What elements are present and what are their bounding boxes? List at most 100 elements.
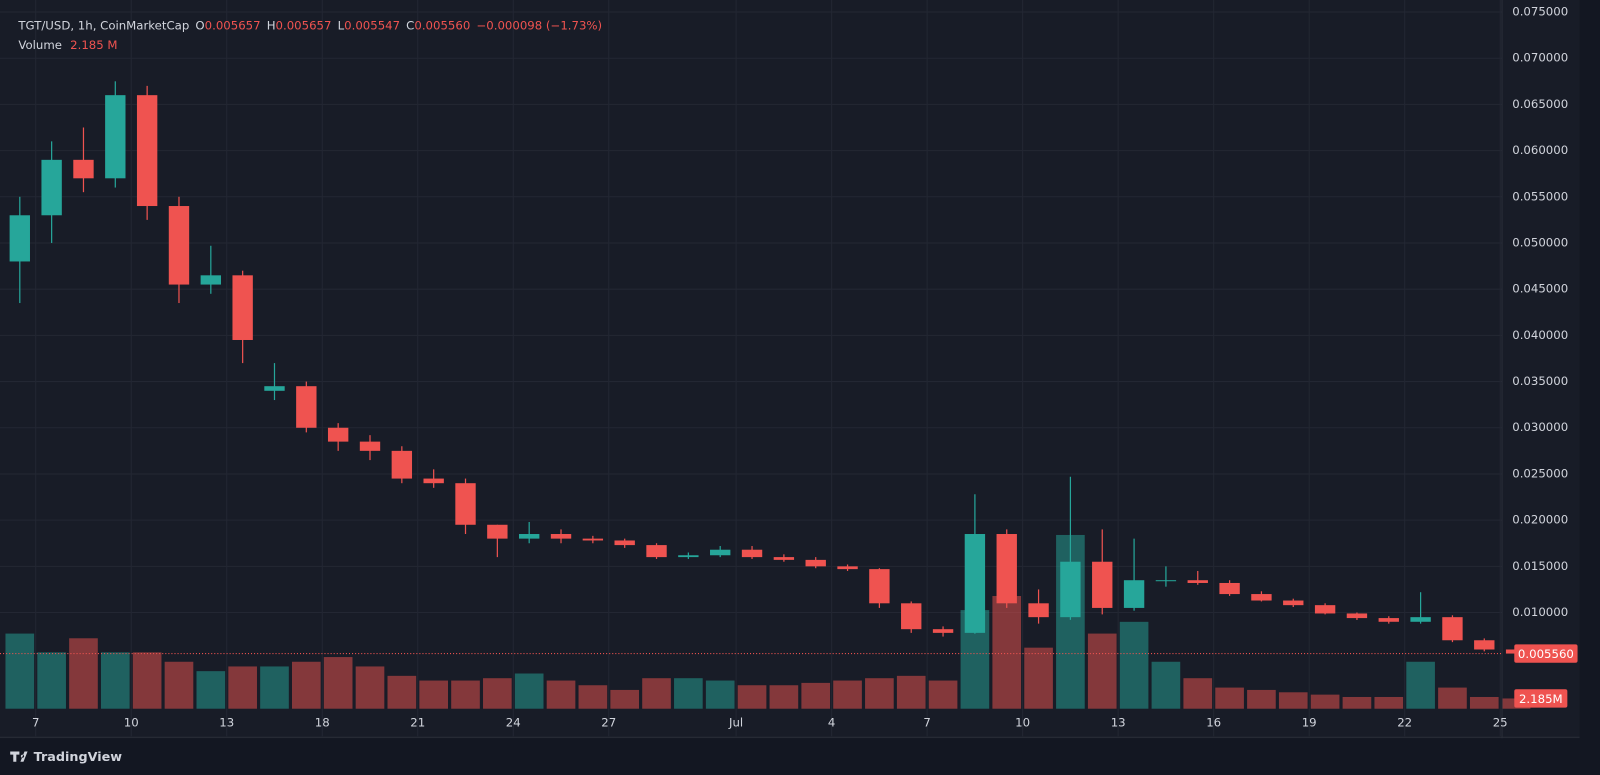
candle-body xyxy=(932,629,954,633)
candle-body xyxy=(41,159,62,216)
candle-body xyxy=(964,534,986,633)
volume-legend: Volume 2.185 M xyxy=(18,37,117,51)
volume-bar xyxy=(132,652,162,709)
volume-bar xyxy=(1024,647,1053,709)
last-volume-tag xyxy=(1514,689,1568,708)
candle-body xyxy=(136,95,158,207)
x-tick-label: 27 xyxy=(601,715,616,729)
last-price-label: 0.005560 xyxy=(1518,647,1574,661)
candle-body xyxy=(232,275,253,340)
candle-body xyxy=(1251,594,1272,601)
volume-bar xyxy=(992,596,1022,709)
o-value: 0.005657 xyxy=(205,18,261,32)
volume-bar xyxy=(483,678,512,709)
candle-body xyxy=(1123,580,1145,608)
candle-body xyxy=(73,159,94,179)
volume-bar xyxy=(419,680,448,709)
volume-bar xyxy=(674,678,703,709)
volume-bar xyxy=(705,680,735,709)
volume-bar xyxy=(37,652,66,709)
volume-bar xyxy=(833,680,862,709)
candle-body xyxy=(550,534,572,539)
candle-body xyxy=(1442,617,1463,641)
candle-body xyxy=(105,95,126,179)
volume-bar xyxy=(1183,678,1213,709)
brand-logo xyxy=(10,751,28,762)
y-tick-label: 0.025000 xyxy=(1512,466,1568,480)
volume-bar xyxy=(1087,633,1117,709)
candle-body xyxy=(296,386,317,428)
x-tick-label: 10 xyxy=(1015,715,1030,729)
volume-label: Volume xyxy=(18,37,62,51)
volume-bar xyxy=(69,638,98,709)
x-tick-label: 13 xyxy=(219,715,234,729)
volume-bar xyxy=(1119,621,1149,709)
candle-body xyxy=(996,534,1017,604)
volume-bar xyxy=(260,666,289,709)
candle-body xyxy=(359,441,381,451)
candle-body xyxy=(1410,617,1431,622)
last-price-tag xyxy=(1514,644,1578,663)
volume-bar xyxy=(1247,689,1276,709)
candle-body xyxy=(646,545,667,558)
volume-bar xyxy=(1406,661,1435,709)
candle-body xyxy=(805,559,826,567)
o-label: O xyxy=(195,18,204,32)
volume-bar xyxy=(546,680,576,709)
y-tick-label: 0.045000 xyxy=(1512,282,1568,296)
volume-bar xyxy=(100,652,130,709)
last-volume-label: 2.185M xyxy=(1519,692,1563,706)
volume-bar xyxy=(928,680,958,709)
candle-body xyxy=(1219,582,1240,595)
x-tick-label: 19 xyxy=(1302,715,1317,729)
volume-bar xyxy=(451,680,480,709)
candle-body xyxy=(1378,618,1399,622)
y-tick-label: 0.050000 xyxy=(1512,235,1568,249)
x-tick-label: 18 xyxy=(315,715,330,729)
candle-body xyxy=(1314,605,1336,614)
candle-body xyxy=(901,603,922,630)
candle-body xyxy=(423,478,444,484)
y-tick-label: 0.040000 xyxy=(1512,328,1568,342)
volume-bar xyxy=(865,678,894,709)
x-tick-label: 21 xyxy=(410,715,425,729)
volume-bar xyxy=(514,673,544,709)
volume-bar xyxy=(642,678,671,709)
h-label: H xyxy=(267,18,276,32)
candle-body xyxy=(710,549,731,556)
legend-line: TGT/USD, 1h, CoinMarketCap O0.005657 H0.00… xyxy=(17,18,602,32)
candle-body xyxy=(487,524,508,539)
candle-body xyxy=(168,206,190,285)
l-value: 0.005547 xyxy=(344,18,400,32)
volume-bar xyxy=(1278,692,1308,709)
candle-body xyxy=(391,450,413,479)
volume-bar xyxy=(1215,687,1244,709)
volume-bar xyxy=(196,671,226,709)
candle-body xyxy=(327,427,349,442)
y-tick-label: 0.055000 xyxy=(1512,189,1568,203)
volume-bar xyxy=(801,682,831,709)
volume-bar xyxy=(1342,696,1372,709)
candle-body xyxy=(1060,561,1081,618)
y-tick-label: 0.060000 xyxy=(1512,143,1568,157)
candle-body xyxy=(678,555,699,558)
price-pane xyxy=(0,81,1527,655)
candle-body xyxy=(773,557,795,560)
candle-body xyxy=(518,534,540,539)
volume-value: 2.185 M xyxy=(70,37,117,51)
y-tick-label: 0.075000 xyxy=(1512,5,1568,19)
volume-bar xyxy=(1374,696,1404,709)
volume-bar xyxy=(769,685,799,709)
x-tick-label: Jul xyxy=(728,715,743,729)
candle-body xyxy=(582,538,604,541)
y-tick-label: 0.020000 xyxy=(1512,513,1568,527)
y-tick-label: 0.030000 xyxy=(1512,420,1568,434)
candle-body xyxy=(837,566,858,570)
volume-bar xyxy=(164,661,194,709)
candle-body xyxy=(1187,580,1208,583)
axes: 0.010000 0.015000 0.020000 0.025000 0.030000… xyxy=(32,5,1578,729)
x-tick-label: 24 xyxy=(506,715,521,729)
x-tick-label: 4 xyxy=(828,715,835,729)
volume-pane xyxy=(5,534,1531,709)
